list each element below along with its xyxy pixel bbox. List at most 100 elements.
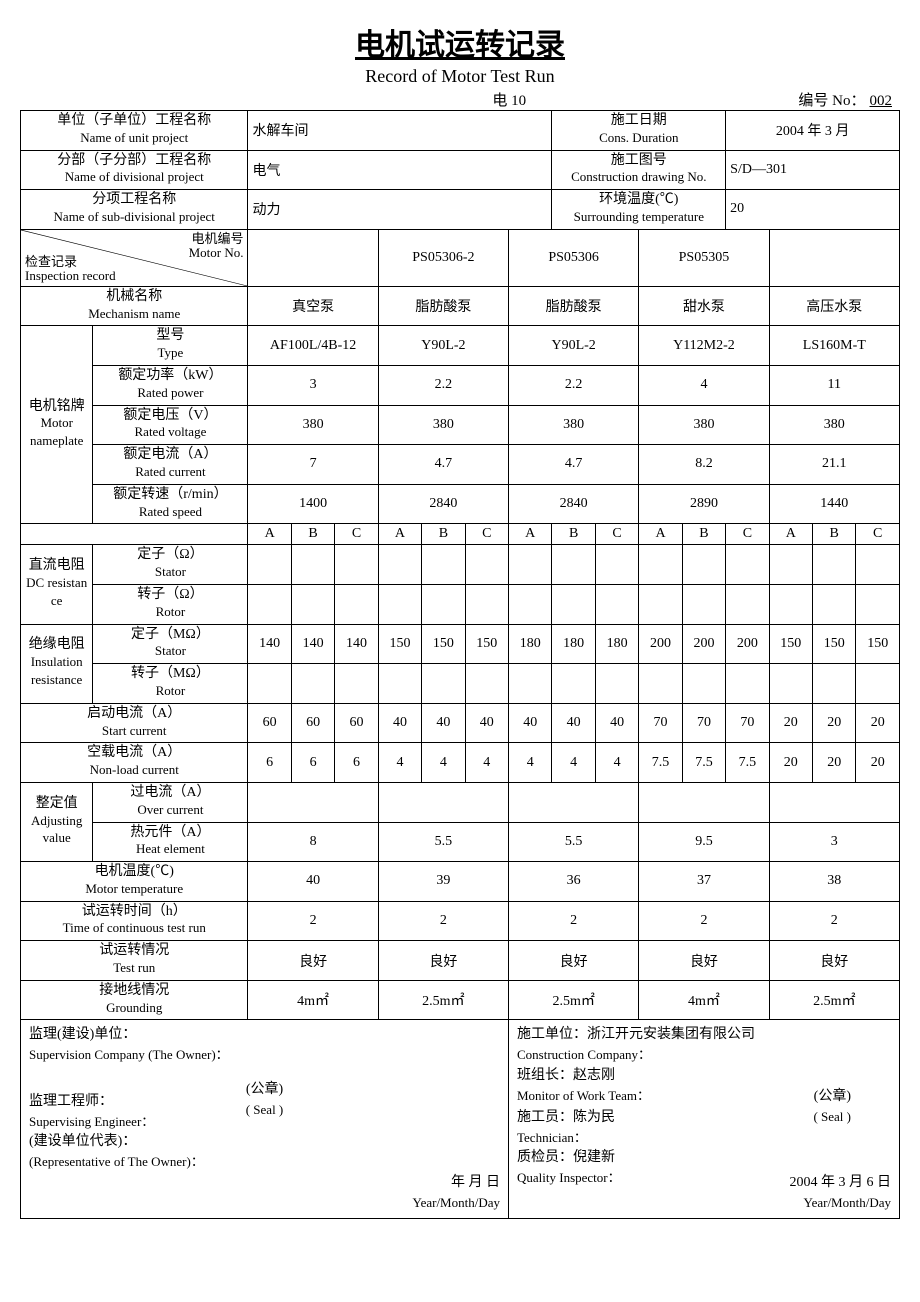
mt-2: 36 [509,862,639,902]
sc-13: 20 [813,703,856,743]
nl-10: 7.5 [682,743,725,783]
phase-3: A [378,524,421,545]
tt-4: 2 [769,901,899,941]
type-2: Y90L-2 [509,326,639,366]
ins-stator-label: 定子（MΩ）Stator [93,624,248,664]
voltage-0: 380 [248,405,378,445]
ins-s-13: 150 [813,624,856,664]
ins-s-10: 200 [682,624,725,664]
sc-6: 40 [509,703,552,743]
sc-10: 70 [682,703,725,743]
heat-0: 8 [248,822,378,862]
heat-1: 5.5 [378,822,508,862]
header-row: 电 10 编号 No：002 [20,89,900,110]
unit-project-label: 单位（子单位）工程名称Name of unit project [21,111,248,151]
div-project-label: 分部（子分部）工程名称Name of divisional project [21,150,248,190]
adjusting-group: 整定值Adjustingvalue [21,782,93,861]
type-1: Y90L-2 [378,326,508,366]
gr-2: 2.5m㎡ [509,980,639,1020]
tt-2: 2 [509,901,639,941]
speed-1: 2840 [378,484,508,524]
ins-s-12: 150 [769,624,812,664]
phase-9: A [639,524,682,545]
dc-stator-label: 定子（Ω）Stator [93,545,248,585]
motor-no-1: PS05306-2 [378,229,508,286]
sub-div-label: 分项工程名称Name of sub-divisional project [21,190,248,230]
ins-s-0: 140 [248,624,291,664]
tr-4: 良好 [769,941,899,981]
nl-0: 6 [248,743,291,783]
sig-right: 施工单位：浙江开元安装集团有限公司 Construction Company： … [509,1020,900,1219]
heat-2: 5.5 [509,822,639,862]
speed-4: 1440 [769,484,899,524]
mechanism-4: 高压水泵 [769,286,899,326]
sc-3: 40 [378,703,421,743]
temp-label: 环境温度(℃)Surrounding temperature [552,190,726,230]
voltage-3: 380 [639,405,769,445]
current-0: 7 [248,445,378,485]
current-3: 8.2 [639,445,769,485]
power-label: 额定功率（kW）Rated power [93,365,248,405]
nl-5: 4 [465,743,508,783]
sc-11: 70 [726,703,769,743]
voltage-1: 380 [378,405,508,445]
tt-0: 2 [248,901,378,941]
sc-7: 40 [552,703,595,743]
phase-10: B [682,524,725,545]
speed-label: 额定转速（r/min）Rated speed [93,484,248,524]
title-en: Record of Motor Test Run [20,66,900,87]
type-label: 型号Type [93,326,248,366]
phase-14: C [856,524,900,545]
nl-11: 7.5 [726,743,769,783]
tt-3: 2 [639,901,769,941]
sc-0: 60 [248,703,291,743]
phase-8: C [595,524,638,545]
heat-3: 9.5 [639,822,769,862]
ins-rotor-label: 转子（MΩ）Rotor [93,664,248,704]
nl-3: 4 [378,743,421,783]
motor-temp-label: 电机温度(℃)Motor temperature [21,862,248,902]
phase-0: A [248,524,291,545]
phase-4: B [422,524,465,545]
ins-s-1: 140 [291,624,334,664]
sc-9: 70 [639,703,682,743]
current-label: 额定电流（A）Rated current [93,445,248,485]
sc-4: 40 [422,703,465,743]
gr-0: 4m㎡ [248,980,378,1020]
voltage-label: 额定电压（V）Rated voltage [93,405,248,445]
phase-header-blank [21,524,248,545]
nl-2: 6 [335,743,378,783]
nameplate-group: 电机铭牌Motornameplate [21,326,93,524]
nl-12: 20 [769,743,812,783]
mechanism-3: 甜水泵 [639,286,769,326]
gr-3: 4m㎡ [639,980,769,1020]
mechanism-label: 机械名称Mechanism name [21,286,248,326]
ins-s-4: 150 [422,624,465,664]
power-3: 4 [639,365,769,405]
ins-s-11: 200 [726,624,769,664]
tt-1: 2 [378,901,508,941]
ins-s-8: 180 [595,624,638,664]
type-4: LS160M-T [769,326,899,366]
phase-5: C [465,524,508,545]
ins-s-2: 140 [335,624,378,664]
sub-div-value: 动力 [248,190,552,230]
dc-rotor-label: 转子（Ω）Rotor [93,584,248,624]
grounding-label: 接地线情况Grounding [21,980,248,1020]
unit-project-value: 水解车间 [248,111,552,151]
sc-14: 20 [856,703,900,743]
phase-11: C [726,524,769,545]
title-cn: 电机试运转记录 [20,20,900,64]
type-3: Y112M2-2 [639,326,769,366]
cons-duration-value: 2004 年 3 月 [726,111,900,151]
mechanism-2: 脂肪酸泵 [509,286,639,326]
motor-no-2: PS05306 [509,229,639,286]
ins-s-14: 150 [856,624,900,664]
doc-no-label: 编号 No： [798,93,865,109]
sc-12: 20 [769,703,812,743]
power-2: 2.2 [509,365,639,405]
diagonal-header: 检查记录Inspection record 电机编号Motor No. [21,229,248,286]
nl-4: 4 [422,743,465,783]
power-1: 2.2 [378,365,508,405]
nl-14: 20 [856,743,900,783]
